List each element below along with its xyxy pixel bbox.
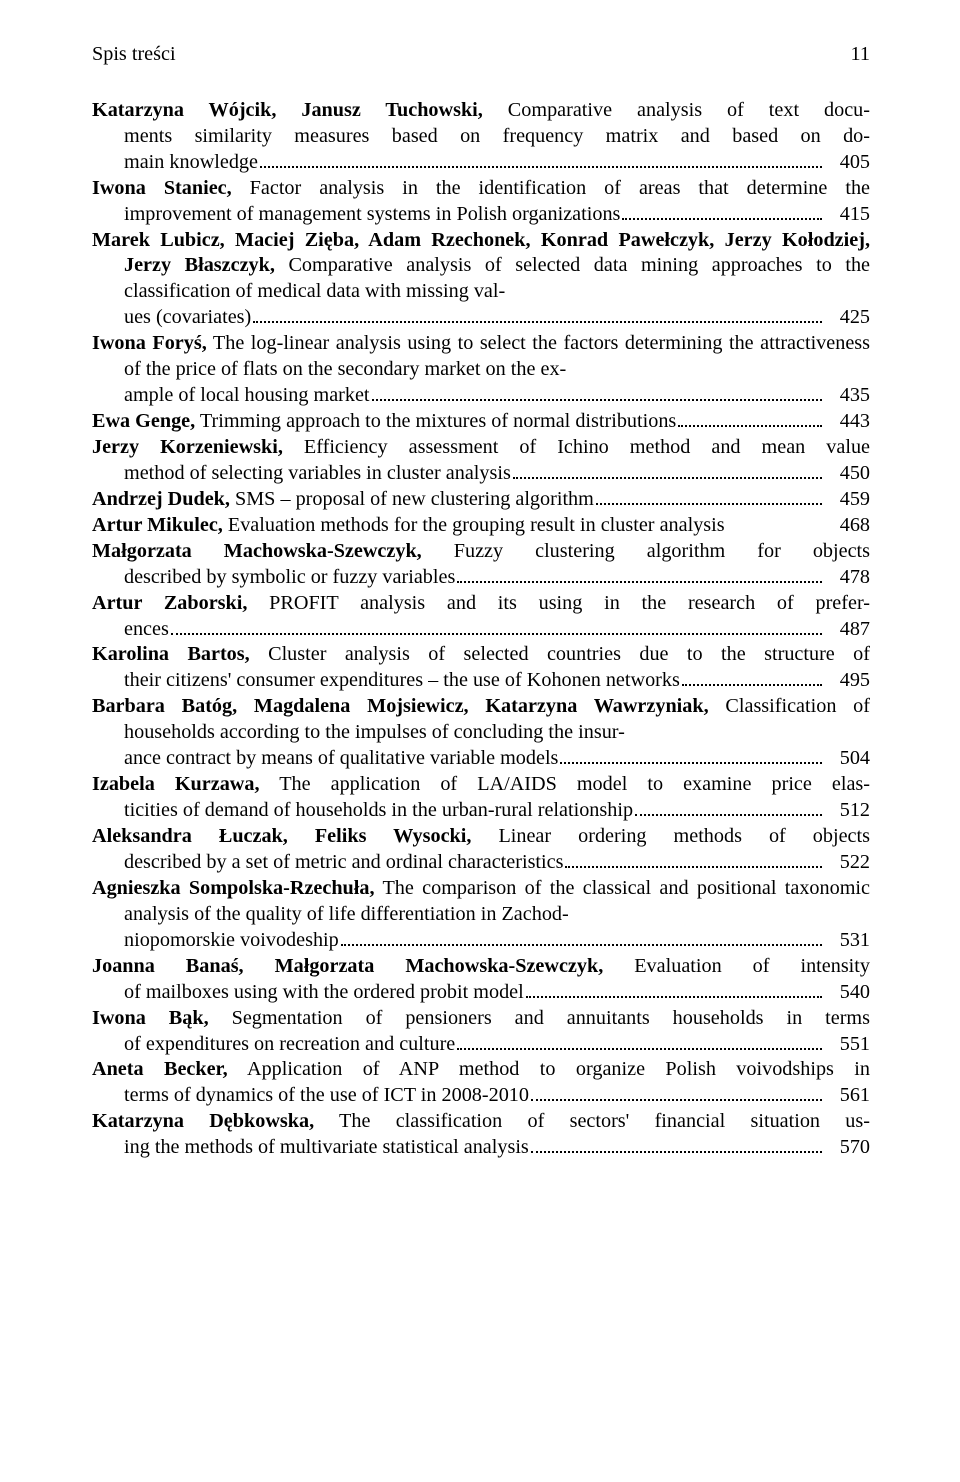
toc-entry-text: ticities of demand of households in the … [124, 798, 633, 824]
toc-entry-line: Iwona Bąk, Segmentation of pensioners an… [92, 1006, 870, 1032]
toc-entry-text: ing the methods of multivariate statisti… [124, 1135, 529, 1161]
toc-entry-line: of mailboxes using with the ordered prob… [92, 979, 870, 1005]
dot-leader [682, 668, 822, 686]
toc-page-number: 531 [826, 928, 870, 954]
toc-page-number: 415 [826, 202, 870, 228]
dot-leader [531, 1135, 822, 1153]
toc-entry-line: Joanna Banaś, Małgorzata Machowska-Szewc… [92, 954, 870, 980]
toc-page-number: 487 [826, 617, 870, 643]
toc-entry-text: Andrzej Dudek, SMS – proposal of new clu… [92, 487, 594, 513]
toc-entry-text: improvement of management systems in Pol… [124, 202, 620, 228]
toc-entry-line: ing the methods of multivariate statisti… [92, 1135, 870, 1161]
dot-leader [560, 746, 822, 764]
toc-entry-line: Jerzy Korzeniewski, Efficiency assessmen… [92, 435, 870, 461]
dot-leader [457, 565, 822, 583]
toc-page-number: 425 [826, 305, 870, 331]
toc-entry-text: terms of dynamics of the use of ICT in 2… [124, 1083, 529, 1109]
toc-entry-line: ance contract by means of qualitative va… [92, 746, 870, 772]
toc-entry-line: Aleksandra Łuczak, Feliks Wysocki, Linea… [92, 824, 870, 850]
toc-entry-line: their citizens' consumer expenditures – … [92, 668, 870, 694]
toc-page-number: 478 [826, 565, 870, 591]
toc-entry-line: Izabela Kurzawa, The application of LA/A… [92, 772, 870, 798]
toc-entry-line: Artur Zaborski, PROFIT analysis and its … [92, 591, 870, 617]
dot-leader [635, 798, 822, 816]
dot-leader [341, 928, 822, 946]
toc-entry-line: ments similarity measures based on frequ… [92, 124, 870, 150]
table-of-contents: Katarzyna Wójcik, Janusz Tuchowski, Comp… [92, 98, 870, 1161]
toc-page-number: 551 [826, 1032, 870, 1058]
toc-entry-text: Artur Mikulec, Evaluation methods for th… [92, 513, 725, 539]
toc-page-number: 459 [826, 487, 870, 513]
toc-entry-text: of expenditures on recreation and cultur… [124, 1032, 455, 1058]
toc-page-number: 561 [826, 1083, 870, 1109]
toc-entry-line: of expenditures on recreation and cultur… [92, 1031, 870, 1057]
toc-page-number: 570 [826, 1135, 870, 1161]
toc-entry-line: ences 487 [92, 616, 870, 642]
toc-page-number: 504 [826, 746, 870, 772]
toc-entry-line: main knowledge 405 [92, 150, 870, 176]
dot-leader [531, 1083, 822, 1101]
dot-leader [457, 1031, 822, 1049]
toc-entry-line: niopomorskie voivodeship 531 [92, 928, 870, 954]
toc-entry-text: Ewa Genge, Trimming approach to the mixt… [92, 409, 676, 435]
toc-entry-text: niopomorskie voivodeship [124, 928, 339, 954]
toc-entry-line: Ewa Genge, Trimming approach to the mixt… [92, 409, 870, 435]
toc-page-number: 512 [826, 798, 870, 824]
toc-entry-line: described by symbolic or fuzzy variables… [92, 565, 870, 591]
toc-entry-text: described by symbolic or fuzzy variables [124, 565, 455, 591]
page-header: Spis treści 11 [92, 42, 870, 68]
dot-leader [513, 461, 822, 479]
dot-leader [253, 305, 822, 323]
toc-page-number: 522 [826, 850, 870, 876]
toc-entry-text: of mailboxes using with the ordered prob… [124, 980, 524, 1006]
toc-entry-line: Iwona Staniec, Factor analysis in the id… [92, 176, 870, 202]
toc-page-number: 405 [826, 150, 870, 176]
toc-entry: Marek Lubicz, Maciej Zięba, Adam Rzechon… [92, 228, 870, 306]
header-left: Spis treści [92, 42, 176, 68]
toc-entry-text: ences [124, 617, 169, 643]
toc-entry-line: improvement of management systems in Pol… [92, 201, 870, 227]
toc-entry-text: ues (covariates) [124, 305, 251, 331]
dot-leader [171, 616, 822, 634]
toc-entry-line: Artur Mikulec, Evaluation methods for th… [92, 513, 870, 539]
toc-entry-text: method of selecting variables in cluster… [124, 461, 511, 487]
toc-entry-line: described by a set of metric and ordinal… [92, 850, 870, 876]
header-page-number: 11 [851, 42, 870, 68]
toc-entry-text: ample of local housing market [124, 383, 370, 409]
toc-page-number: 450 [826, 461, 870, 487]
toc-entry-text: described by a set of metric and ordinal… [124, 850, 563, 876]
toc-entry-line: ticities of demand of households in the … [92, 798, 870, 824]
toc-entry-line: Andrzej Dudek, SMS – proposal of new clu… [92, 487, 870, 513]
toc-entry: Barbara Batóg, Magdalena Mojsiewicz, Kat… [92, 694, 870, 746]
toc-page-number: 468 [826, 513, 870, 539]
dot-leader [526, 979, 822, 997]
dot-leader [372, 383, 822, 401]
toc-entry-line: Aneta Becker, Application of ANP method … [92, 1057, 870, 1083]
dot-leader [596, 487, 822, 505]
toc-entry-line: Karolina Bartos, Cluster analysis of sel… [92, 642, 870, 668]
toc-page-number: 435 [826, 383, 870, 409]
toc-entry-text: their citizens' consumer expenditures – … [124, 668, 680, 694]
toc-entry-line: method of selecting variables in cluster… [92, 461, 870, 487]
toc-entry-text: ance contract by means of qualitative va… [124, 746, 558, 772]
toc-entry-line: Małgorzata Machowska-Szewczyk, Fuzzy clu… [92, 539, 870, 565]
toc-page-number: 540 [826, 980, 870, 1006]
dot-leader [622, 201, 822, 219]
dot-leader [260, 150, 822, 168]
dot-leader [678, 409, 822, 427]
toc-entry-line: ample of local housing market 435 [92, 383, 870, 409]
toc-entry-line: terms of dynamics of the use of ICT in 2… [92, 1083, 870, 1109]
toc-page-number: 495 [826, 668, 870, 694]
toc-entry: Iwona Foryś, The log-linear analysis usi… [92, 331, 870, 383]
toc-entry-text: main knowledge [124, 150, 258, 176]
dot-leader [565, 850, 822, 868]
toc-entry-line: Katarzyna Wójcik, Janusz Tuchowski, Comp… [92, 98, 870, 124]
toc-entry: Agnieszka Sompolska-Rzechuła, The compar… [92, 876, 870, 928]
toc-entry-line: Katarzyna Dębkowska, The classification … [92, 1109, 870, 1135]
toc-page-number: 443 [826, 409, 870, 435]
toc-entry-line: ues (covariates) 425 [92, 305, 870, 331]
